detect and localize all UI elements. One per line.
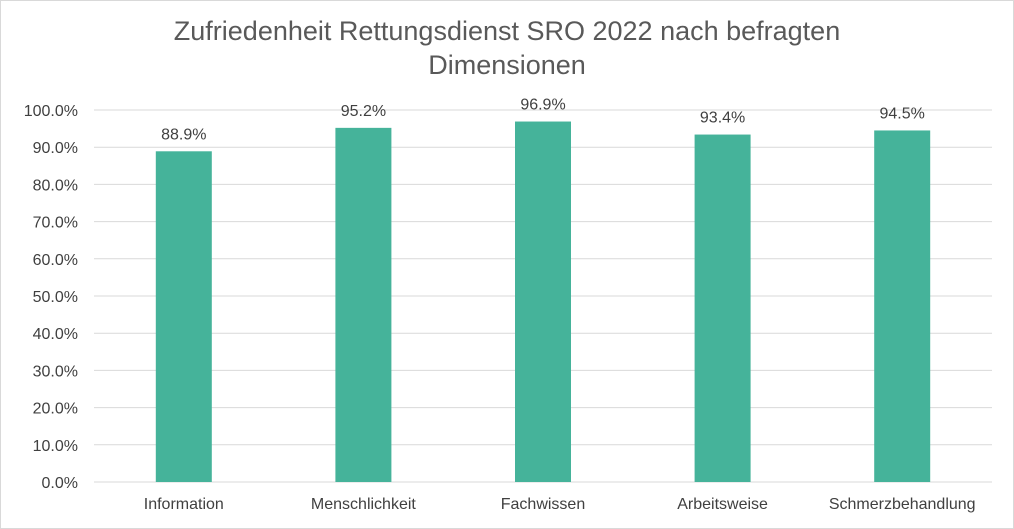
y-tick-label: 20.0% bbox=[33, 401, 78, 418]
data-labels: 88.9% 95.2% 96.9% 93.4% 94.5% bbox=[161, 97, 925, 144]
chart-title-line-1: Zufriedenheit Rettungsdienst SRO 2022 na… bbox=[173, 16, 841, 46]
bar-arbeitsweise bbox=[694, 134, 751, 482]
y-tick-label: 60.0% bbox=[33, 252, 78, 269]
bar-menschlichkeit bbox=[335, 127, 392, 482]
x-tick-label: Arbeitsweise bbox=[677, 496, 768, 513]
data-label: 93.4% bbox=[700, 110, 745, 127]
data-label: 95.2% bbox=[341, 103, 386, 120]
y-tick-label: 80.0% bbox=[33, 177, 78, 194]
y-tick-label: 100.0% bbox=[24, 103, 78, 120]
bar-schmerzbehandlung bbox=[874, 130, 931, 482]
bar-information bbox=[155, 151, 212, 483]
y-tick-label: 50.0% bbox=[33, 289, 78, 306]
chart-title-line-2: Dimensionen bbox=[428, 50, 586, 80]
x-tick-label: Information bbox=[144, 496, 224, 513]
y-tick-label: 90.0% bbox=[33, 140, 78, 157]
data-label: 96.9% bbox=[520, 97, 565, 114]
y-tick-label: 10.0% bbox=[33, 438, 78, 455]
y-tick-label: 30.0% bbox=[33, 363, 78, 380]
y-tick-label: 40.0% bbox=[33, 326, 78, 343]
y-axis-tick-labels: 0.0% 10.0% 20.0% 30.0% 40.0% 50.0% 60.0% 70.0% 8… bbox=[24, 103, 78, 492]
y-tick-label: 0.0% bbox=[42, 475, 78, 492]
x-tick-label: Fachwissen bbox=[501, 496, 585, 513]
x-tick-label: Menschlichkeit bbox=[311, 496, 416, 513]
y-tick-label: 70.0% bbox=[33, 215, 78, 232]
x-tick-label: Schmerzbehandlung bbox=[829, 496, 976, 513]
bars bbox=[155, 121, 931, 483]
data-label: 88.9% bbox=[161, 126, 206, 143]
chart-title: Zufriedenheit Rettungsdienst SRO 2022 na… bbox=[0, 14, 1014, 82]
x-axis-tick-labels: Information Menschlichkeit Fachwissen Arbei… bbox=[144, 496, 976, 513]
bar-fachwissen bbox=[515, 121, 571, 483]
data-label: 94.5% bbox=[880, 105, 925, 122]
